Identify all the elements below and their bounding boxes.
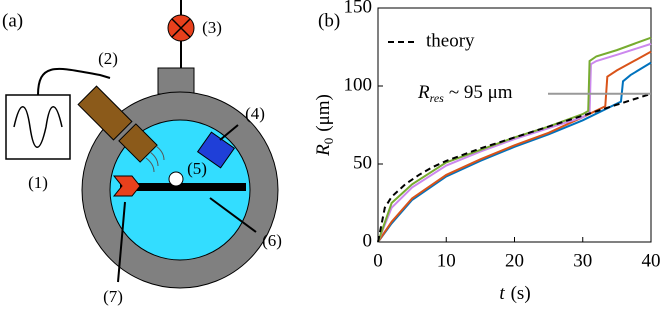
annotation: Rres ~ 95 μm [417, 82, 513, 104]
annotation-sub: res [430, 91, 445, 105]
x-tick-label: 40 [642, 250, 661, 271]
data-line [377, 50, 652, 243]
y-tick-label: 100 [344, 74, 373, 95]
data-line [377, 92, 652, 243]
diagram-label: (2) [98, 49, 118, 68]
diagram-label: (6) [262, 231, 282, 250]
x-tick-label: 10 [437, 250, 456, 271]
legend-label: theory [426, 30, 475, 51]
panel-label: (a) [2, 10, 23, 31]
y-axis-label: R0 (μm) [313, 94, 336, 157]
plot-frame [377, 7, 652, 243]
y-label-unit: (μm) [313, 94, 334, 132]
x-tick-label: 0 [373, 250, 383, 271]
y-label-sub: 0 [321, 138, 336, 145]
x-label-unit: (s) [511, 283, 531, 304]
y-tick-label: 0 [363, 230, 373, 251]
x-tick-label: 20 [505, 250, 524, 271]
x-label-var: t [499, 283, 505, 304]
panel-label: (b) [318, 10, 340, 31]
diagram-label: (3) [202, 18, 222, 37]
y-tick-label: 150 [344, 0, 373, 17]
diagram-label: (7) [103, 287, 123, 306]
data-line [377, 42, 652, 243]
diagram-label: (1) [28, 173, 48, 192]
diagram-label: (4) [245, 104, 265, 123]
data-line [377, 61, 652, 243]
x-tick-label: 30 [573, 250, 592, 271]
x-axis-label: t (s) [499, 283, 530, 304]
diagram-label: (5) [187, 159, 207, 178]
y-label-var: R [313, 144, 334, 157]
annotation-text: ~ 95 μm [449, 82, 513, 103]
annotation-var: R [417, 82, 430, 103]
diagram: (1) (2) (3) (4) (5) (6) (7) [5, 0, 282, 306]
y-tick-label: 50 [353, 152, 372, 173]
